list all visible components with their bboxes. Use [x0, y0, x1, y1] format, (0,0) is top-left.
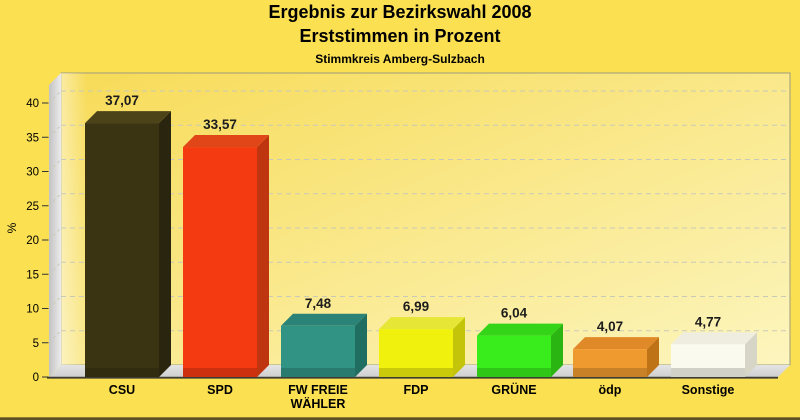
bar-group: 6,04	[477, 306, 563, 377]
chart-title-line2: Erststimmen in Prozent	[299, 26, 501, 46]
bar-group: 6,99	[379, 299, 465, 377]
x-axis-category-label: SPD	[207, 383, 233, 397]
bar-value-label: 33,57	[203, 117, 237, 132]
bar-side-face	[159, 111, 171, 378]
wall-grid-dash	[48, 261, 62, 275]
x-axis-category-label: ödp	[599, 383, 622, 397]
bar-front-face	[379, 329, 453, 377]
bar-top-face	[573, 337, 659, 350]
x-axis-category-label: FW FREIE WÄHLER	[288, 383, 348, 411]
bar-group: 7,48	[281, 296, 367, 377]
bar-bottom-shade	[671, 368, 745, 377]
chart-header: Ergebnis zur Bezirkswahl 2008 Erststimme…	[0, 0, 800, 68]
bar-bottom-shade	[281, 368, 355, 377]
bar-bottom-shade	[573, 368, 647, 377]
bar-bottom-shade	[477, 368, 551, 377]
axis-wall	[49, 73, 61, 377]
chart-subtitle: Stimmkreis Amberg-Sulzbach	[315, 52, 485, 66]
y-tick-label: 25	[26, 201, 39, 213]
bar-side-face	[453, 317, 465, 377]
bar-bottom-shade	[85, 368, 159, 377]
y-tick-label: 5	[33, 338, 39, 350]
bar-value-label: 4,07	[597, 319, 623, 334]
bar-bottom-shade	[183, 368, 257, 377]
bar-front-face	[183, 147, 257, 377]
bar-value-label: 4,77	[695, 314, 721, 329]
wall-grid-dash	[48, 90, 62, 104]
y-tick-label: 15	[26, 269, 39, 281]
bar-top-face	[379, 317, 465, 330]
bar-side-face	[257, 135, 269, 377]
bar-side-face	[745, 332, 757, 377]
bar-front-face	[573, 349, 647, 377]
bar-front-face	[671, 344, 745, 377]
image-bottom-edge	[0, 417, 800, 420]
bar-value-label: 6,04	[501, 306, 528, 321]
plot-left-highlight	[61, 73, 87, 365]
bar-side-face	[551, 323, 563, 377]
bar-group: 4,07	[573, 319, 659, 377]
y-tick-label: 0	[33, 372, 39, 384]
y-axis-label: %	[5, 222, 19, 233]
x-axis-category-label: Sonstige	[682, 383, 735, 397]
bar-bottom-shade	[379, 368, 453, 377]
bar-front-face	[85, 123, 159, 378]
wall-grid-dash	[48, 124, 62, 138]
chart-title-line1: Ergebnis zur Bezirkswahl 2008	[268, 2, 532, 22]
bar-group: 4,77	[671, 314, 757, 377]
bar-top-face	[85, 111, 171, 124]
x-axis-category-label: GRÜNE	[491, 382, 536, 397]
bar-top-face	[183, 135, 269, 148]
bar-side-face	[355, 313, 367, 377]
x-axis-category-label: CSU	[109, 383, 135, 397]
plot-area	[60, 72, 791, 366]
bar-value-label: 7,48	[305, 296, 332, 311]
bar-group: 37,07	[85, 93, 171, 378]
wall-grid-dash	[48, 330, 62, 344]
wall-grid-dash	[48, 227, 62, 241]
y-tick-label: 40	[26, 98, 39, 110]
wall-grid-dash	[48, 296, 62, 309]
y-tick-label: 10	[26, 304, 39, 316]
x-axis-category-label: FDP	[404, 383, 429, 397]
wall-grid-dash	[48, 159, 62, 172]
bar-side-face	[647, 337, 659, 377]
bar-front-face	[281, 325, 355, 377]
bar-top-face	[477, 323, 563, 336]
bar-group: 33,57	[183, 117, 269, 377]
y-tick-label: 20	[26, 235, 39, 247]
y-tick-label: 35	[26, 132, 39, 144]
bar-top-face	[281, 313, 367, 326]
y-tick-label: 30	[26, 167, 39, 179]
bar-front-face	[477, 335, 551, 377]
bar-value-label: 6,99	[403, 299, 429, 314]
bar-value-label: 37,07	[105, 93, 139, 108]
bar-top-face	[671, 332, 757, 345]
wall-grid-dash	[48, 193, 62, 207]
